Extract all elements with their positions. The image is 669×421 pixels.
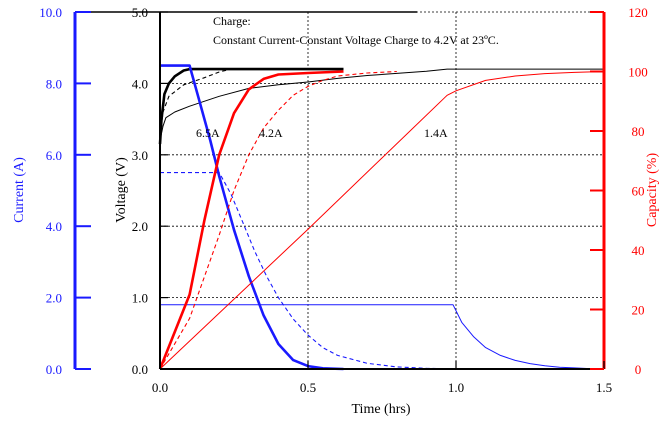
current-tick-label-4: 8.0 — [46, 76, 62, 91]
x-tick-label-3: 1.5 — [596, 380, 612, 395]
x-axis-title: Time (hrs) — [352, 402, 411, 417]
capacity-line-1_4a — [159, 71, 605, 370]
x-tick-label-0: 0.0 — [152, 380, 168, 395]
capacity-tick-label-5: 100 — [628, 65, 648, 80]
capacity-line-6_5a — [158, 70, 344, 370]
capacity-tick-label-0: 0 — [635, 362, 642, 377]
current-tick-label-2: 4.0 — [46, 219, 62, 234]
capacity-tick-label-6: 120 — [628, 5, 648, 20]
current-line-1_4a — [160, 304, 605, 370]
grid — [160, 11, 605, 369]
series-label-1.4a: 1.4A — [424, 126, 448, 140]
x-tick-label-2: 1.0 — [448, 380, 464, 395]
capacity-tick-label-4: 80 — [632, 124, 645, 139]
voltage-tick-label-0: 0.0 — [132, 362, 148, 377]
annotation-line-1: Charge: — [213, 14, 251, 28]
voltage-tick-label-3: 3.0 — [132, 148, 148, 163]
voltage-tick-label-2: 2.0 — [132, 219, 148, 234]
capacity-line-4_2a — [159, 70, 397, 370]
current-axis-title: Current (A) — [12, 157, 27, 223]
voltage-tick-label-1: 1.0 — [132, 291, 148, 306]
annotation-line-2: Constant Current-Constant Voltage Charge… — [213, 33, 499, 47]
x-tick-label-1: 0.5 — [300, 380, 316, 395]
series-label-6.5a: 6.5A — [196, 126, 220, 140]
current-tick-label-0: 0.0 — [46, 362, 62, 377]
capacity-tick-label-2: 40 — [632, 243, 645, 258]
current-tick-label-5: 10.0 — [39, 5, 62, 20]
axes: 0.0 0.5 1.0 1.5 0.0 1.0 2.0 3.0 4.0 5.0 0.0 2.0 4.0 6… — [39, 5, 648, 395]
series-label-4.2a: 4.2A — [259, 126, 283, 140]
current-line-4_2a — [160, 172, 457, 370]
current-line-6_5a — [160, 64, 344, 371]
capacity-tick-label-3: 60 — [632, 184, 645, 199]
voltage-tick-label-5: 5.0 — [132, 5, 148, 20]
current-tick-label-3: 6.0 — [46, 148, 62, 163]
voltage-tick-label-4: 4.0 — [132, 76, 148, 91]
capacity-axis-title: Capacity (%) — [645, 153, 660, 228]
series-lines — [158, 64, 605, 371]
voltage-line-6_5a — [158, 67, 344, 145]
voltage-line-4_2a — [159, 68, 344, 141]
current-tick-label-1: 2.0 — [46, 291, 62, 306]
voltage-axis-title: Voltage (V) — [114, 157, 129, 223]
capacity-tick-label-1: 20 — [632, 303, 645, 318]
voltage-line-1_4a — [159, 68, 604, 141]
